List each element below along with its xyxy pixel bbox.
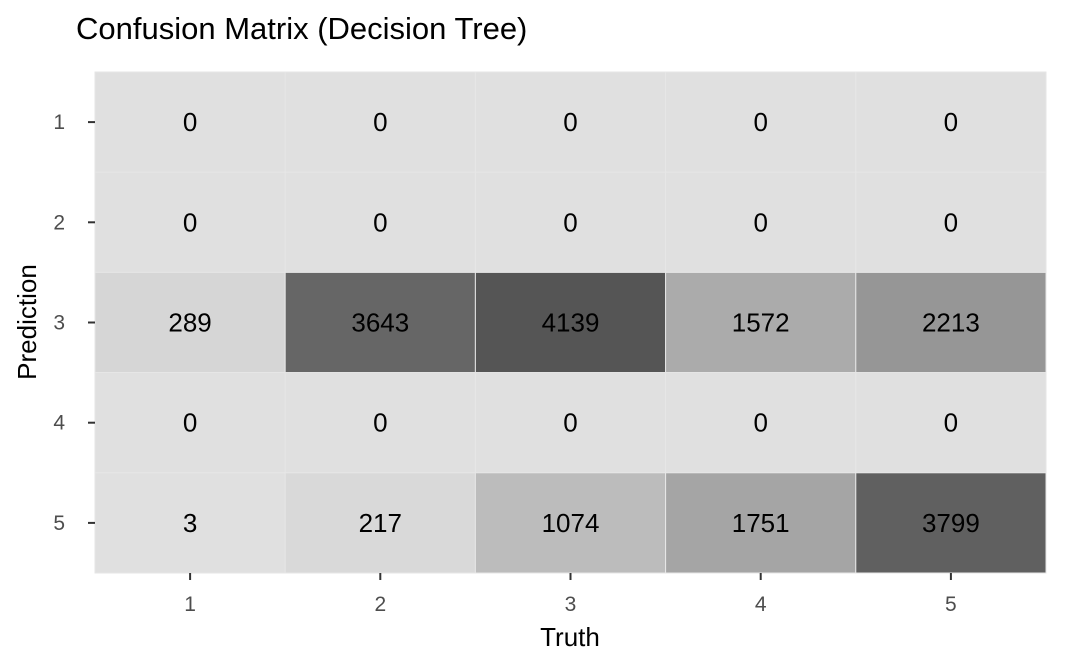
cell-value-label: 0 [944,408,958,438]
y-tick-label: 3 [53,312,65,335]
cell-value-label: 0 [944,107,958,137]
heatmap-cell [284,372,476,474]
heatmap-cell [665,71,857,173]
x-tick-label: 1 [184,593,196,616]
heatmap-cell [284,71,476,173]
heatmap-cell [284,271,476,374]
cell-value-label: 1751 [732,508,790,538]
cell-value-label: 217 [359,508,402,538]
cell-value-label: 0 [753,408,767,438]
y-axis: 1 2 3 4 5 [53,111,95,535]
cell-value-label: 0 [183,107,197,137]
heatmap-cell [474,472,667,574]
heatmap-cell [284,472,476,574]
cell-value-label: 0 [563,408,577,438]
x-axis: 1 2 3 4 5 [184,573,957,616]
cell-value-label: 0 [563,107,577,137]
heatmap-cell [855,171,1047,273]
cell-value-label: 3799 [922,508,980,538]
cell-value-label: 2213 [922,308,980,338]
y-tick-label: 4 [53,412,65,435]
cell-value-label: 0 [944,207,958,237]
x-tick-label: 4 [755,593,767,616]
cell-value-label: 289 [168,308,211,338]
y-tick-label: 5 [53,512,65,535]
heatmap-cell [474,171,667,273]
heatmap-cell-labels: 0 0 0 0 0 0 0 0 0 0 289 3643 4139 1572 2213 0 0 0 0 0 3 217 10… [168,107,979,538]
cell-value-label: 0 [373,107,387,137]
heatmap-cell [665,271,857,374]
cell-value-label: 0 [373,408,387,438]
heatmap-cell [665,372,857,474]
heatmap-cell [474,71,667,173]
heatmap-cell [665,171,857,273]
heatmap-cell [94,472,286,574]
cell-value-label: 1572 [732,308,790,338]
heatmap-cell [855,271,1047,374]
cell-value-label: 0 [753,207,767,237]
heatmap-cell [474,271,667,374]
cell-value-label: 0 [753,107,767,137]
y-axis-title: Prediction [12,264,42,380]
y-tick-label: 2 [53,211,65,234]
cell-value-label: 0 [563,207,577,237]
chart-title: Confusion Matrix (Decision Tree) [76,11,527,46]
cell-value-label: 3 [183,508,197,538]
heatmap-cell [665,472,857,574]
x-tick-label: 2 [374,593,386,616]
heatmap-cell [284,171,476,273]
heatmap-cell [855,372,1047,474]
cell-value-label: 0 [373,207,387,237]
x-tick-label: 5 [945,593,957,616]
cell-value-label: 1074 [542,508,600,538]
x-axis-title: Truth [540,622,600,652]
x-tick-label: 3 [565,593,577,616]
heatmap-cell [94,372,286,474]
heatmap-cell [855,472,1047,574]
heatmap-cell [94,71,286,173]
y-tick-label: 1 [53,111,65,134]
heatmap-cell [474,372,667,474]
cell-value-label: 0 [183,207,197,237]
heatmap-cells [94,71,1047,574]
cell-value-label: 4139 [542,308,600,338]
cell-value-label: 0 [183,408,197,438]
cell-value-label: 3643 [351,308,409,338]
